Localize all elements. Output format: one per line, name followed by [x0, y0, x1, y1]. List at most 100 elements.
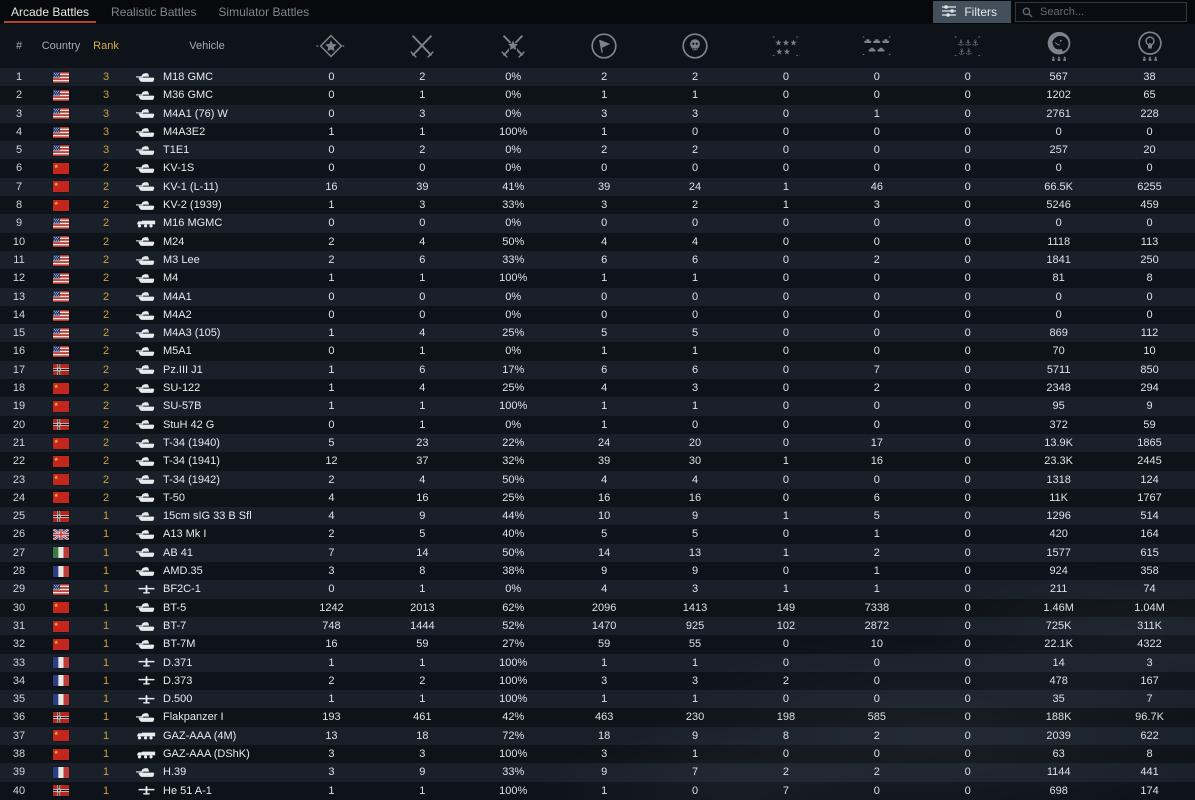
column-header-battles[interactable] — [377, 29, 468, 63]
table-row[interactable]: 25 1 15cm sIG 33 B Sfl 4 9 44% 10 9 1 5 0 1296 51… — [0, 507, 1195, 526]
table-row[interactable]: 9 2 M16 MGMC 0 0 0% 0 0 0 0 0 0 0 — [0, 214, 1195, 233]
table-row[interactable]: 29 1 BF2C-1 0 1 0% 4 3 1 1 0 211 74 — [0, 580, 1195, 599]
stat-air-targets-destroyed: 8 — [782, 729, 789, 742]
table-row[interactable]: 2 3 M36 GMC 0 1 0% 1 1 0 0 0 1202 65 — [0, 86, 1195, 104]
stat-naval-targets-destroyed: 0 — [964, 729, 971, 742]
table-row[interactable]: 17 2 Pz.III J1 1 6 17% 6 6 0 7 0 5711 850 — [0, 360, 1195, 380]
table-row[interactable]: 10 2 M24 2 4 50% 4 4 0 0 0 1118 113 — [0, 233, 1195, 251]
filters-button[interactable]: Filters — [933, 1, 1011, 23]
table-row[interactable]: 33 1 D.371 1 1 100% 1 1 0 0 0 14 3 — [0, 653, 1195, 672]
column-header-naval-targets-destroyed[interactable]: ⚓⚓⚓ ⚓⚓ — [922, 29, 1013, 63]
table-row[interactable]: 34 1 D.373 2 2 100% 3 3 2 0 0 478 167 — [0, 672, 1195, 690]
country-flag-usa — [38, 346, 84, 358]
column-header-deaths[interactable] — [650, 29, 741, 63]
table-row[interactable]: 4 3 M4A3E2 1 1 100% 1 0 0 0 0 0 0 — [0, 123, 1195, 141]
tab-simulator-battles[interactable]: Simulator Battles — [218, 5, 310, 19]
tab-arcade-battles[interactable]: Arcade Battles — [0, 0, 100, 24]
stat-deaths: 1 — [691, 272, 699, 285]
stat-deaths: 0 — [691, 418, 699, 431]
table-row[interactable]: 23 2 T-34 (1942) 2 4 50% 4 4 0 0 0 1318 124 — [0, 470, 1195, 489]
table-row[interactable]: 24 2 T-50 4 16 25% 16 16 0 6 0 11K 1767 — [0, 489, 1195, 507]
table-row[interactable]: 11 2 M3 Lee 2 6 33% 6 6 0 2 0 1841 250 — [0, 250, 1195, 270]
table-row[interactable]: 30 1 BT-5 1242 2013 62% 2096 1413 149 7338 0 1.4… — [0, 599, 1195, 617]
tab-realistic-battles[interactable]: Realistic Battles — [111, 5, 197, 19]
stat-battles: 14 — [416, 546, 429, 559]
stat-respawns: 12 — [325, 455, 338, 468]
stat-deaths: 5 — [691, 327, 699, 340]
vehicle-cell: SU-57B — [128, 397, 286, 415]
table-row[interactable]: 40 1 He 51 A-1 1 1 100% 1 0 7 0 0 698 174 — [0, 782, 1195, 800]
stat-respawns: 4 — [328, 510, 335, 523]
table-row[interactable]: 19 2 SU-57B 1 1 100% 1 1 0 0 0 95 9 — [0, 397, 1195, 416]
column-header-research-points-earned[interactable] — [1104, 29, 1195, 63]
table-row[interactable]: 14 2 M4A2 0 0 0% 0 0 0 0 0 0 0 — [0, 306, 1195, 324]
table-row[interactable]: 18 2 SU-122 1 4 25% 4 3 0 2 0 2348 294 — [0, 379, 1195, 397]
column-header-silver-lions-earned[interactable] — [1013, 29, 1104, 63]
table-row[interactable]: 36 1 Flakpanzer I 193 461 42% 463 230 198 585 0… — [0, 708, 1195, 726]
stat-ground-targets-destroyed: 0 — [873, 162, 880, 175]
table-row[interactable]: 35 1 D.500 1 1 100% 1 1 0 0 0 35 7 — [0, 690, 1195, 709]
stat-deaths: 0 — [691, 784, 699, 797]
table-row[interactable]: 16 2 M5A1 0 1 0% 1 1 0 0 0 70 10 — [0, 342, 1195, 360]
table-row[interactable]: 13 2 M4A1 0 0 0% 0 0 0 0 0 0 0 — [0, 287, 1195, 306]
column-header-win-rate[interactable] — [468, 29, 559, 63]
tank-icon — [136, 639, 156, 650]
column-header-number[interactable]: # — [15, 40, 23, 52]
row-number: 36 — [12, 711, 26, 724]
row-number: 37 — [12, 729, 26, 742]
stat-respawns: 1 — [328, 125, 335, 138]
stat-research-points-earned: 0 — [1146, 162, 1153, 175]
table-row[interactable]: 3 3 M4A1 (76) W 0 3 0% 3 3 0 1 0 2761 228 — [0, 104, 1195, 123]
column-header-rank[interactable]: Rank — [93, 40, 119, 52]
stat-win-rate: 100% — [499, 400, 528, 413]
table-row[interactable]: 1 3 M18 GMC 0 2 0% 2 2 0 0 0 567 38 — [0, 68, 1195, 87]
table-row[interactable]: 27 1 AB 41 7 14 50% 14 13 1 2 0 1577 615 — [0, 543, 1195, 563]
svg-text:★★★: ★★★ — [775, 39, 798, 49]
country-flag-usa — [38, 272, 84, 284]
table-row[interactable]: 5 3 T1E1 0 2 0% 2 2 0 0 0 257 20 — [0, 141, 1195, 160]
table-row[interactable]: 7 2 KV-1 (L-11) 16 39 41% 39 24 1 46 0 66.5K 6255 — [0, 177, 1195, 197]
stat-respawns: 2 — [328, 253, 335, 266]
table-row[interactable]: 20 2 StuH 42 G 0 1 0% 1 0 0 0 0 372 59 — [0, 416, 1195, 434]
table-row[interactable]: 38 1 GAZ-AAA (DShK) 3 3 100% 3 1 0 0 0 63 8 — [0, 745, 1195, 763]
column-header-vehicle[interactable]: Vehicle — [189, 40, 225, 52]
rank-value: 2 — [102, 253, 110, 266]
stat-win-rate: 33% — [502, 766, 525, 779]
stat-win-rate: 100% — [499, 272, 528, 285]
stat-ground-targets-destroyed: 1 — [873, 583, 880, 596]
table-row[interactable]: 37 1 GAZ-AAA (4M) 13 18 72% 18 9 8 2 0 2039 622 — [0, 726, 1195, 745]
rank-value: 1 — [102, 766, 110, 779]
table-row[interactable]: 12 2 M4 1 1 100% 1 1 0 0 0 81 8 — [0, 269, 1195, 287]
table-row[interactable]: 22 2 T-34 (1941) 12 37 32% 39 30 1 16 0 23.3K 244… — [0, 452, 1195, 470]
stat-respawns: 1 — [328, 784, 335, 797]
search-text-field[interactable] — [1038, 5, 1180, 19]
table-row[interactable]: 39 1 H.39 3 9 33% 9 7 2 2 0 1144 441 — [0, 763, 1195, 782]
stat-naval-targets-destroyed: 0 — [964, 491, 971, 504]
table-row[interactable]: 31 1 BT-7 748 1444 52% 1470 925 102 2872 0 725K 3… — [0, 616, 1195, 636]
row-number: 25 — [12, 510, 26, 523]
stat-research-points-earned: 441 — [1140, 766, 1159, 779]
table-row[interactable]: 15 2 M4A3 (105) 1 4 25% 5 5 0 0 0 869 112 — [0, 324, 1195, 343]
table-row[interactable]: 6 2 KV-1S 0 0 0% 0 0 0 0 0 0 0 — [0, 159, 1195, 177]
vehicle-name: T-50 — [163, 491, 186, 504]
stat-deaths: 0 — [691, 308, 699, 321]
column-header-respawns[interactable] — [286, 29, 377, 63]
column-header-air-targets-destroyed[interactable]: ★★★ ★★ — [741, 29, 832, 63]
stat-battles: 16 — [416, 491, 429, 504]
column-header-country[interactable]: Country — [41, 40, 81, 52]
table-row[interactable]: 26 1 A13 Mk I 2 5 40% 5 5 0 1 0 420 164 — [0, 525, 1195, 543]
vehicle-name: KV-1 (L-11) — [163, 180, 219, 193]
stat-deaths: 2 — [691, 144, 699, 157]
table-row[interactable]: 21 2 T-34 (1940) 5 23 22% 24 20 0 17 0 13.9K 1865 — [0, 433, 1195, 453]
table-row[interactable]: 8 2 KV-2 (1939) 1 3 33% 3 2 1 3 0 5246 459 — [0, 196, 1195, 214]
column-header-missions[interactable] — [559, 29, 650, 63]
table-row[interactable]: 28 1 AMD.35 3 8 38% 9 9 0 1 0 924 358 — [0, 562, 1195, 580]
column-header-ground-targets-destroyed[interactable] — [831, 29, 922, 63]
search-input[interactable] — [1015, 2, 1187, 22]
country-flag-usa — [38, 291, 84, 303]
table-row[interactable]: 32 1 BT-7M 16 59 27% 59 55 0 10 0 22.1K 4322 — [0, 635, 1195, 653]
rank-value: 1 — [102, 674, 110, 687]
stat-battles: 1444 — [410, 619, 435, 632]
vehicle-name: M4A3E2 — [163, 125, 206, 138]
stat-air-targets-destroyed: 0 — [782, 418, 789, 431]
